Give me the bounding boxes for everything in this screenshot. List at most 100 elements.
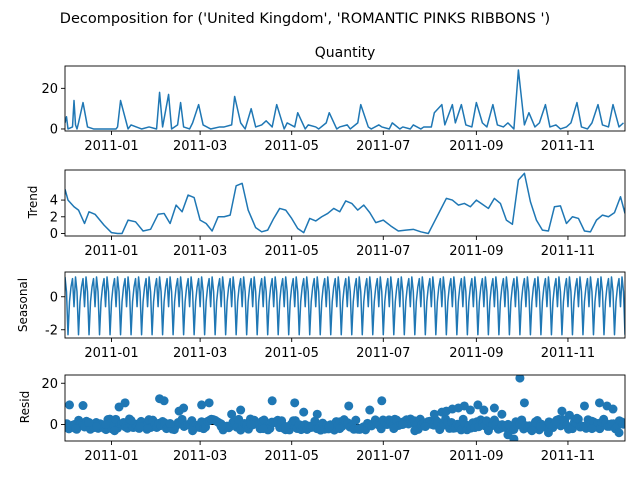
resid-point — [489, 403, 499, 413]
resid-point-minor — [618, 419, 625, 429]
resid-point — [497, 409, 507, 419]
trend-plot-area: 0 24 2011-01 2011-03 2011-05 2011-07 2011-09 20… — [50, 169, 626, 259]
resid-point — [236, 405, 246, 415]
resid-point — [126, 415, 136, 425]
resid-point — [344, 401, 354, 411]
x-tick-label: 2011-03 — [173, 139, 227, 154]
x-tick-label: 2011-09 — [449, 139, 503, 154]
resid-point — [135, 422, 145, 432]
y-tick-label: 20 — [41, 377, 58, 392]
resid-point — [515, 375, 525, 383]
resid-point — [312, 409, 322, 419]
resid-point — [165, 418, 175, 428]
x-tick-label: 2011-01 — [84, 244, 138, 259]
resid-point — [519, 398, 529, 408]
y-tick-label: 4 — [50, 194, 58, 209]
resid-point — [551, 416, 561, 426]
resid-point — [465, 405, 475, 415]
resid-panel: Resid 0 20 2011-01 2011-03 2011-05 2011-07 201… — [18, 374, 626, 464]
resid-point — [572, 413, 582, 423]
resid-point — [188, 426, 198, 436]
series-layer — [65, 375, 625, 441]
resid-point — [594, 398, 604, 408]
resid-point — [92, 422, 102, 432]
y-tick-label: 0 — [50, 418, 58, 433]
resid-point — [365, 405, 375, 415]
x-tick-label: 2011-11 — [541, 449, 595, 464]
x-tick-label: 2011-03 — [173, 244, 227, 259]
resid-point — [483, 426, 493, 436]
x-tick-label: 2011-05 — [265, 139, 319, 154]
resid-point — [335, 424, 345, 434]
resid-point — [258, 424, 268, 434]
resid-point — [557, 406, 567, 416]
resid-point — [527, 426, 537, 436]
x-tick-label: 2011-07 — [356, 244, 410, 259]
y-tick-label: 0 — [50, 122, 58, 137]
resid-point — [509, 434, 519, 441]
x-tick-label: 2011-11 — [541, 346, 595, 361]
resid-point — [290, 398, 300, 408]
resid-point — [564, 410, 574, 420]
resid-point — [84, 417, 94, 427]
observed-series-line — [65, 69, 625, 130]
resid-point — [267, 396, 277, 406]
x-tick-label: 2011-09 — [449, 244, 503, 259]
observed-panel: Quantity 0 20 2011-01 2011-03 2011-05 2011-07… — [41, 45, 626, 154]
resid-point — [101, 420, 111, 429]
resid-point — [479, 405, 489, 415]
axes-frame — [64, 169, 626, 237]
seasonal-plot-area: -2 0 2011-01 2011-03 2011-05 2011-07 2011-09 20… — [45, 271, 626, 361]
observed-plot-area: 0 20 2011-01 2011-03 2011-05 2011-07 2011-09 20… — [41, 65, 626, 154]
resid-point-minor — [259, 415, 269, 425]
resid-point — [299, 407, 309, 417]
resid-point — [398, 420, 408, 429]
resid-point — [227, 409, 237, 419]
resid-point — [204, 398, 214, 408]
resid-point-minor — [310, 416, 320, 426]
resid-point — [420, 422, 430, 432]
x-tick-label: 2011-01 — [84, 346, 138, 361]
trend-series-line — [65, 172, 625, 235]
x-tick-label: 2011-09 — [449, 346, 503, 361]
resid-point — [179, 403, 189, 413]
resid-point — [78, 401, 88, 411]
series-layer — [65, 69, 625, 130]
resid-point — [143, 424, 153, 434]
resid-point — [71, 424, 81, 434]
resid-point — [110, 426, 120, 436]
seasonal-series-line — [65, 276, 625, 336]
x-tick-label: 2011-05 — [265, 346, 319, 361]
resid-point — [536, 422, 546, 432]
resid-point — [410, 426, 420, 436]
resid-point — [543, 428, 553, 438]
resid-point — [377, 396, 387, 406]
resid-plot-area: 0 20 2011-01 2011-03 2011-05 2011-07 2011-09 20… — [41, 374, 626, 464]
trend-panel: Trend 0 24 2011-01 2011-03 2011-05 2011-07 201… — [26, 169, 626, 259]
axes-frame — [64, 271, 626, 339]
x-tick-label: 2011-03 — [173, 449, 227, 464]
trend-ylabel: Trend — [26, 186, 40, 220]
resid-point — [197, 400, 207, 410]
seasonal-ylabel: Seasonal — [16, 278, 30, 332]
axes-frame — [64, 374, 626, 442]
resid-point — [579, 401, 589, 411]
resid-point — [389, 424, 399, 434]
resid-point — [65, 400, 74, 410]
observed-title: Quantity — [315, 45, 376, 61]
x-tick-label: 2011-07 — [356, 346, 410, 361]
x-tick-label: 2011-03 — [173, 346, 227, 361]
resid-point — [246, 420, 256, 429]
axes-frame — [64, 65, 626, 132]
x-tick-label: 2011-07 — [356, 449, 410, 464]
y-tick-label: 0 — [50, 290, 58, 305]
seasonal-panel: Seasonal -2 0 2011-01 2011-03 2011-05 2011-07… — [16, 271, 626, 361]
resid-point — [473, 400, 483, 410]
resid-point — [429, 409, 439, 419]
resid-point — [281, 422, 291, 432]
resid-point — [324, 422, 334, 432]
y-tick-label: 0 — [50, 227, 58, 242]
y-tick-label: -2 — [45, 323, 58, 338]
x-tick-label: 2011-11 — [541, 244, 595, 259]
